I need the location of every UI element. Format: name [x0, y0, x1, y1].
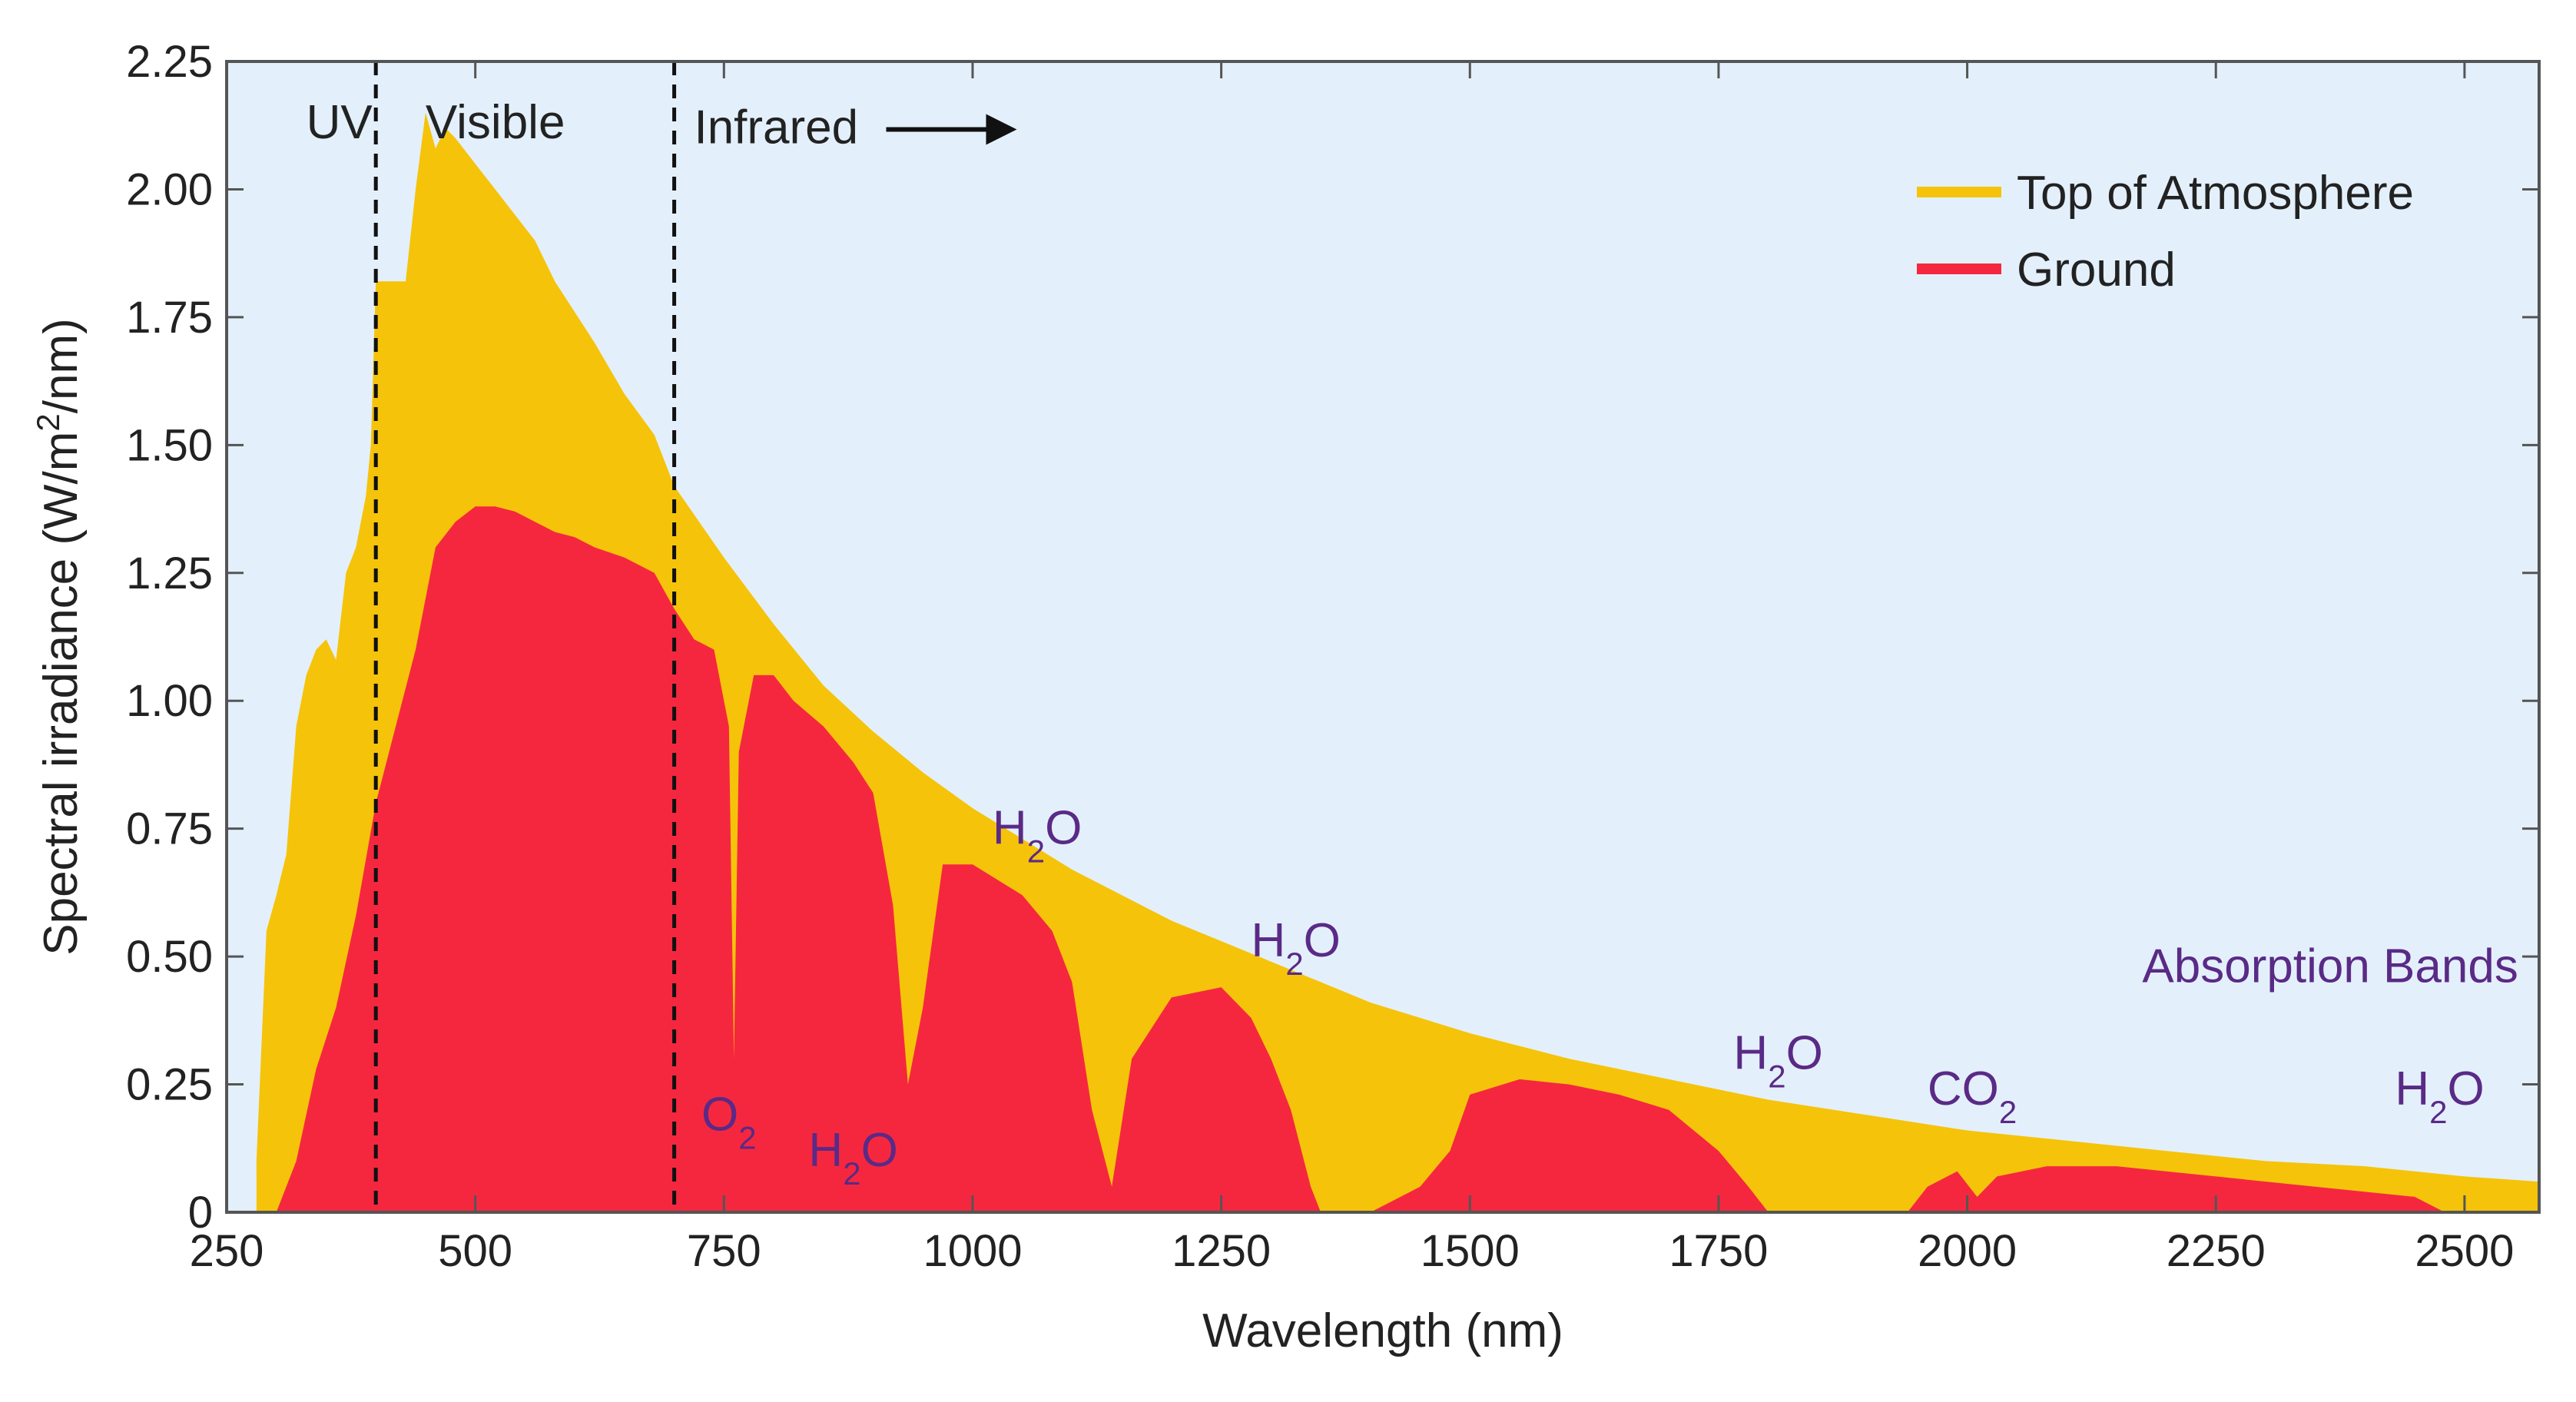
y-axis-title-end: /nm)	[35, 318, 88, 413]
series-area-ground	[266, 506, 2540, 1212]
absorption-bands-title: Absorption Bands	[2142, 940, 2518, 993]
absorption-band-label: H2O	[2395, 1062, 2484, 1130]
y-tick-label: 1.75	[126, 293, 213, 343]
absorption-band-label: H2O	[1733, 1027, 1822, 1095]
legend-label-ground: Ground	[2017, 244, 2176, 297]
y-axis-title: Spectral irradiance (W/m2/nm)	[30, 318, 88, 956]
y-axis-title-sup: 2	[30, 413, 66, 431]
absorption-band-label: H2O	[808, 1124, 897, 1192]
absorption-band-label: CO2	[1928, 1062, 2017, 1130]
plot-frame	[225, 60, 2541, 1214]
region-label-visible: Visible	[426, 96, 565, 149]
x-tick-label: 750	[687, 1226, 761, 1276]
y-tick-label: 2.25	[126, 37, 213, 87]
y-tick-label: 0	[188, 1188, 213, 1238]
region-label-uv: UV	[307, 96, 373, 149]
y-tick-label: 2.00	[126, 164, 213, 214]
absorption-band-label: H2O	[993, 802, 1082, 870]
x-tick-label: 250	[190, 1226, 264, 1276]
absorption-band-label: O2	[701, 1088, 757, 1155]
y-tick-label: 1.25	[126, 549, 213, 598]
legend-label-top-of-atmosphere: Top of Atmosphere	[2017, 167, 2414, 220]
region-label-infrared: Infrared	[694, 101, 858, 154]
x-tick-label: 1750	[1669, 1226, 1768, 1276]
y-tick-label: 1.50	[126, 420, 213, 470]
x-tick-label: 2250	[2167, 1226, 2266, 1276]
x-tick-label: 500	[438, 1226, 512, 1276]
y-axis-title-main: Spectral irradiance (W/m	[35, 432, 88, 956]
y-tick-label: 0.25	[126, 1060, 213, 1110]
y-tick-label: 1.00	[126, 676, 213, 726]
infrared-arrow-icon	[986, 114, 1017, 145]
x-tick-label: 2000	[1918, 1226, 2017, 1276]
x-tick-label: 2500	[2415, 1226, 2514, 1276]
x-tick-label: 1500	[1421, 1226, 1520, 1276]
y-tick-label: 0.75	[126, 804, 213, 854]
absorption-band-label: H2O	[1252, 914, 1341, 982]
x-tick-label: 1250	[1172, 1226, 1271, 1276]
x-axis-title: Wavelength (nm)	[1202, 1304, 1563, 1357]
x-tick-label: 1000	[923, 1226, 1022, 1276]
y-tick-label: 0.50	[126, 932, 213, 982]
